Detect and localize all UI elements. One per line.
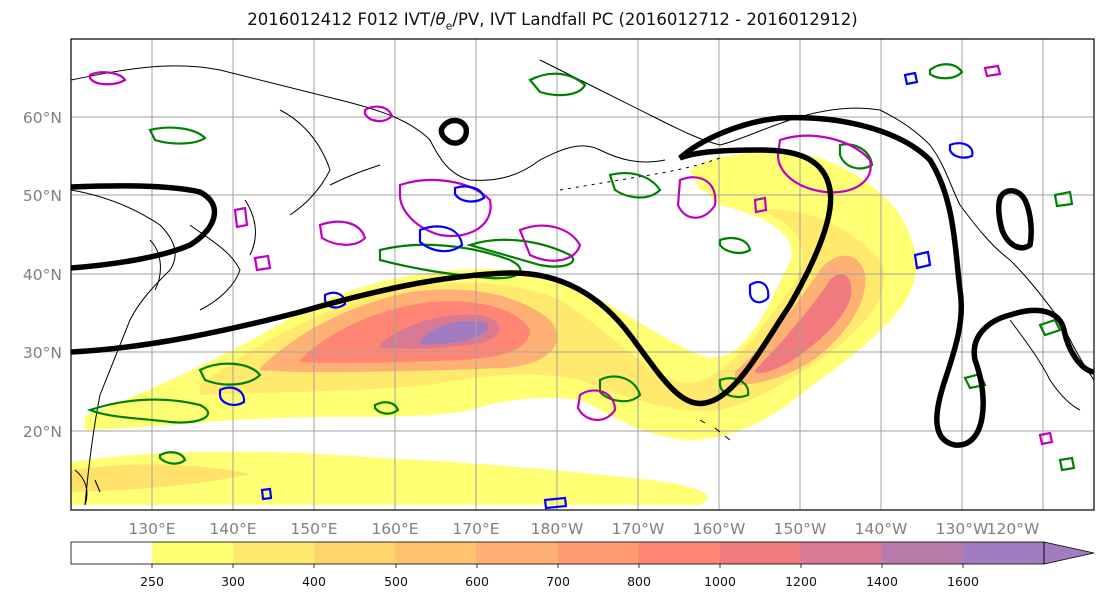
map-frame: [70, 38, 1095, 511]
map-title: 2016012412 F012 IVT/θe/PV, IVT Landfall …: [247, 10, 858, 33]
lon-label-160e: 160°E: [371, 520, 418, 538]
pv-blue-contours: [218, 71, 974, 510]
colorbar-swatch: [800, 542, 883, 564]
colorbar-swatch: [557, 542, 640, 564]
colorbar-swatch: [638, 542, 721, 564]
lon-label-120w: 120°W: [987, 520, 1040, 538]
cb-tick-700: 700: [546, 574, 570, 589]
aleutians: [559, 157, 721, 191]
lon-label-170w: 170°W: [612, 520, 665, 538]
cb-tick-250: 250: [140, 574, 164, 589]
colorbar-swatch: [881, 542, 964, 564]
ivt-band-250-south: [71, 451, 708, 505]
ivt-band-1400: [420, 320, 489, 345]
bering-alaska: [539, 59, 1094, 381]
pc-east-loop: [995, 188, 1034, 251]
kamchatka: [279, 109, 381, 216]
colorbar-swatch: [71, 542, 153, 564]
colorbar-swatch: [962, 542, 1045, 564]
pc-main-line: [71, 114, 1094, 448]
lat-label-60: 60°N: [23, 109, 62, 127]
philippines: [74, 469, 101, 506]
ivt-band-250-south-core: [71, 464, 250, 492]
ivt-landfall-pc-contour: [71, 114, 1094, 448]
colorbar-frame: [70, 541, 1045, 565]
cb-tick-300: 300: [221, 574, 245, 589]
lat-label-20: 20°N: [23, 423, 62, 441]
lon-label-160w: 160°W: [693, 520, 746, 538]
lon-label-130w: 130°W: [936, 520, 989, 538]
hawaii: [699, 419, 731, 441]
colorbar-swatch: [476, 542, 558, 564]
cb-tick-1400: 1400: [866, 574, 898, 589]
pv-magenta-contours: [88, 64, 1054, 446]
map-panel: [71, 39, 1094, 510]
cb-tick-600: 600: [465, 574, 489, 589]
korea-japan: [149, 199, 256, 311]
theta-e-contours: [86, 63, 1076, 472]
lon-label-150e: 150°E: [290, 520, 337, 538]
cb-tick-500: 500: [384, 574, 408, 589]
colorbar-swatch: [719, 542, 802, 564]
ivt-patch-north: [690, 153, 819, 197]
cb-tick-1000: 1000: [704, 574, 736, 589]
pc-small-ring: [438, 117, 470, 146]
graticule: [71, 39, 1094, 510]
lon-label-170e: 170°E: [452, 520, 499, 538]
lon-label-180w: 180°W: [531, 520, 584, 538]
longitude-labels: 130°E 140°E 150°E 160°E 170°E 180°W 170°…: [128, 520, 1039, 538]
siberia-coast: [71, 65, 666, 181]
cb-tick-1200: 1200: [785, 574, 817, 589]
coastlines: [71, 59, 1094, 506]
latitude-labels: 60°N 50°N 40°N 30°N 20°N: [23, 109, 62, 441]
lat-label-30: 30°N: [23, 344, 62, 362]
colorbar-swatch: [233, 542, 315, 564]
ivt-band-800-east: [755, 273, 852, 373]
colorbar-swatch: [395, 542, 477, 564]
lat-label-40: 40°N: [23, 266, 62, 284]
lon-label-140e: 140°E: [209, 520, 256, 538]
cb-tick-1600: 1600: [947, 574, 979, 589]
lat-label-50: 50°N: [23, 187, 62, 205]
colorbar-swatch: [314, 542, 396, 564]
lon-label-140w: 140°W: [855, 520, 908, 538]
colorbar-swatch: [152, 542, 234, 564]
lon-label-130e: 130°E: [128, 520, 175, 538]
colorbar-ticks: [151, 564, 964, 568]
cb-tick-800: 800: [627, 574, 651, 589]
colorbar: 250 300 400 500 600 700 800 1000 1200 14…: [70, 541, 1095, 589]
baja: [1009, 319, 1081, 411]
cb-tick-400: 400: [302, 574, 326, 589]
lon-label-150w: 150°W: [774, 520, 827, 538]
colorbar-extend-arrow: [1043, 541, 1095, 565]
colorbar-swatches: [71, 542, 1045, 564]
pc-west-loop: [71, 183, 218, 271]
